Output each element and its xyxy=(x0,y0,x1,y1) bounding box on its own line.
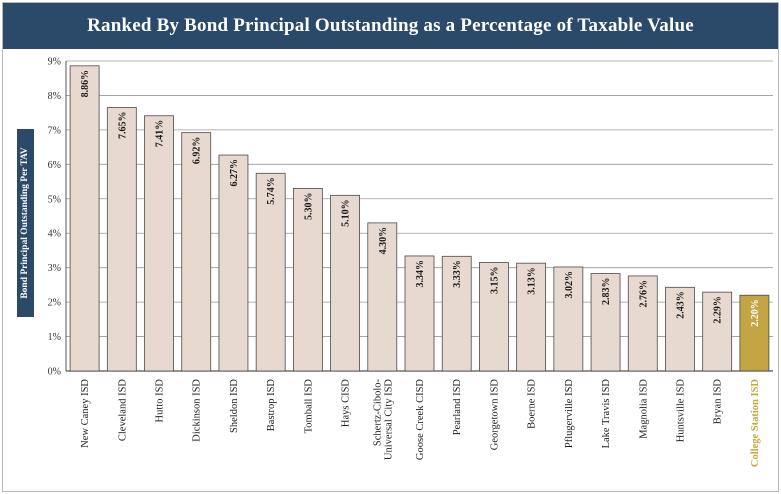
bar xyxy=(292,188,323,372)
x-tick-label-line: Lake Travis ISD xyxy=(601,379,612,449)
x-tick-label-line: Hays CISD xyxy=(341,379,352,428)
data-label: 3.13% xyxy=(527,267,538,295)
data-label: 2.20% xyxy=(750,299,761,327)
data-label: 2.83% xyxy=(601,278,612,306)
x-tick-label-line: Cleveland ISD xyxy=(117,379,128,442)
x-tick-label: New Caney ISD xyxy=(80,379,91,448)
y-axis-label-box: Bond Principal Outstanding Per TAV xyxy=(17,129,34,317)
data-label: 8.86% xyxy=(80,70,91,98)
y-tick-label: 2% xyxy=(48,298,61,309)
data-label: 6.92% xyxy=(192,137,203,165)
bar xyxy=(181,132,212,372)
x-tick-label: Goose Creek CISD xyxy=(415,379,426,460)
y-tick-label: 0% xyxy=(48,367,61,378)
x-tick-label-line: Pflugerville ISD xyxy=(564,379,575,449)
data-label: 2.43% xyxy=(675,291,686,319)
bar xyxy=(330,194,360,372)
x-tick-label: Pflugerville ISD xyxy=(564,379,575,449)
x-tick-label-line: Georgetown ISD xyxy=(489,379,500,451)
x-tick-label: Magnolia ISD xyxy=(638,379,649,439)
bar xyxy=(702,291,733,372)
x-tick-label-line: Pearland ISD xyxy=(452,379,463,436)
x-tick-label: Bryan ISD xyxy=(713,379,724,425)
x-tick-label-line: Hutto ISD xyxy=(155,379,166,423)
y-tick-label: 1% xyxy=(48,332,61,343)
data-label: 3.02% xyxy=(564,271,575,299)
bar xyxy=(218,154,249,372)
bar xyxy=(144,115,174,372)
y-tick-label: 8% xyxy=(48,91,61,102)
y-tick-label: 4% xyxy=(48,229,61,240)
data-label: 4.30% xyxy=(378,227,389,255)
data-label: 5.10% xyxy=(341,199,352,227)
x-tick-label-line: Tomball ISD xyxy=(303,379,314,434)
data-label: 5.74% xyxy=(266,177,277,205)
data-label: 3.33% xyxy=(452,260,463,288)
y-tick-label: 7% xyxy=(48,125,61,136)
data-label: 2.76% xyxy=(638,280,649,308)
x-tick-label-line: Bryan ISD xyxy=(713,379,724,425)
bar xyxy=(441,255,472,372)
x-tick-label: Schertz-Cibolo-Universal City ISD xyxy=(372,379,394,461)
x-tick-label: Cleveland ISD xyxy=(117,379,128,442)
x-tick-label-line: Sheldon ISD xyxy=(229,379,240,433)
x-tick-label: Dickinson ISD xyxy=(192,379,203,442)
x-tick-label-line: Goose Creek CISD xyxy=(415,379,426,460)
x-tick-label: Hays CISD xyxy=(341,379,352,428)
data-label: 7.41% xyxy=(155,120,166,147)
data-label: 6.27% xyxy=(229,159,240,187)
data-label: 7.65% xyxy=(117,112,128,139)
x-tick-label-line: Bastrop ISD xyxy=(266,379,277,432)
x-tick-label-line: College Station ISD xyxy=(750,379,761,468)
bar xyxy=(479,262,509,372)
x-tick-label: Georgetown ISD xyxy=(489,379,500,451)
x-tick-label-line: Boerne ISD xyxy=(527,379,538,429)
x-tick-label: Lake Travis ISD xyxy=(601,379,612,449)
x-tick-label-line: Universal City ISD xyxy=(383,379,394,460)
bar xyxy=(665,286,695,372)
bar xyxy=(69,65,100,372)
x-tick-label: Pearland ISD xyxy=(452,379,463,436)
chart-title: Ranked By Bond Principal Outstanding as … xyxy=(87,15,694,36)
x-tick-label-line: Dickinson ISD xyxy=(192,379,203,442)
bar-chart: 0% 1% 2% 3% 4% 5% 6% 7% 8% 9% 8.86% New Caney ISD 7.… xyxy=(48,57,773,468)
x-tick-label-line: Magnolia ISD xyxy=(638,379,649,439)
data-label: 5.30% xyxy=(303,192,314,220)
bar xyxy=(516,262,547,372)
bar xyxy=(590,273,621,372)
x-tick-label: College Station ISD xyxy=(750,379,761,468)
data-label: 3.15% xyxy=(489,266,500,294)
bar xyxy=(106,107,137,372)
bar xyxy=(627,275,658,372)
x-tick-label-line: Huntsville ISD xyxy=(675,379,686,443)
x-tick-label: Sheldon ISD xyxy=(229,379,240,433)
y-tick-label: 5% xyxy=(48,194,61,205)
bar xyxy=(739,294,770,372)
x-tick-label-line: New Caney ISD xyxy=(80,379,91,448)
y-tick-label: 6% xyxy=(48,160,61,171)
chart-title-bar: Ranked By Bond Principal Outstanding as … xyxy=(3,3,778,49)
x-tick-label-line: Schertz-Cibolo- xyxy=(372,379,383,447)
x-tick-label: Hutto ISD xyxy=(155,379,166,423)
bar xyxy=(404,255,435,372)
x-tick-label: Huntsville ISD xyxy=(675,379,686,443)
bar xyxy=(553,266,584,372)
y-tick-label: 3% xyxy=(48,263,61,274)
bar xyxy=(255,172,286,372)
x-tick-label: Bastrop ISD xyxy=(266,379,277,432)
y-tick-label: 9% xyxy=(48,57,61,68)
x-tick-label: Boerne ISD xyxy=(527,379,538,429)
data-label: 2.29% xyxy=(713,296,724,324)
data-label: 3.34% xyxy=(415,260,426,288)
bar xyxy=(367,222,398,372)
x-tick-label: Tomball ISD xyxy=(303,379,314,434)
